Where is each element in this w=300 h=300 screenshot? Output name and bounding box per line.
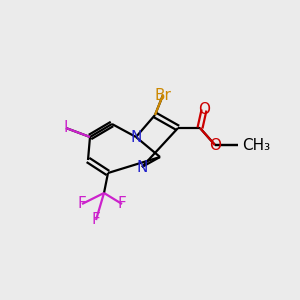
- Text: F: F: [118, 196, 126, 211]
- Text: O: O: [209, 137, 221, 152]
- Text: I: I: [64, 121, 68, 136]
- Text: N: N: [130, 130, 142, 145]
- Text: N: N: [136, 160, 148, 175]
- Text: F: F: [78, 196, 86, 211]
- Text: O: O: [198, 103, 210, 118]
- Text: Br: Br: [154, 88, 171, 103]
- Text: CH₃: CH₃: [242, 137, 270, 152]
- Text: F: F: [92, 212, 100, 227]
